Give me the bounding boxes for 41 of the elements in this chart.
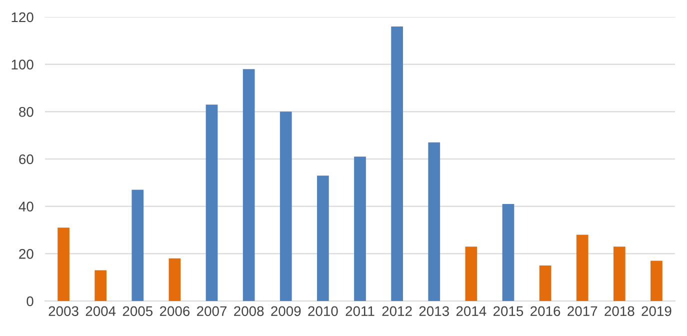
y-tick-label: 100 bbox=[12, 60, 34, 70]
x-tick-label: 2017 bbox=[568, 306, 598, 316]
y-tick-label: 40 bbox=[18, 202, 34, 212]
x-tick-label: 2011 bbox=[346, 306, 374, 316]
y-tick-label: 0 bbox=[26, 296, 34, 306]
bar bbox=[317, 176, 329, 301]
x-tick-label: 2016 bbox=[530, 306, 560, 316]
x-tick-label: 2008 bbox=[234, 306, 264, 316]
x-tick-label: 2004 bbox=[86, 306, 116, 316]
bar bbox=[576, 234, 588, 301]
bar bbox=[280, 112, 292, 301]
bar bbox=[206, 104, 218, 301]
x-tick-label: 2012 bbox=[382, 306, 412, 316]
y-tick-label: 20 bbox=[19, 249, 34, 259]
x-tick-label: 2006 bbox=[160, 306, 190, 316]
bar bbox=[502, 204, 514, 301]
x-tick-label: 2013 bbox=[419, 306, 449, 316]
x-tick-label: 2009 bbox=[271, 306, 301, 316]
bar bbox=[354, 156, 366, 301]
x-tick-label: 2018 bbox=[604, 306, 634, 316]
bar bbox=[428, 142, 440, 301]
bar bbox=[650, 260, 662, 301]
x-tick-label: 2010 bbox=[308, 306, 338, 316]
y-tick-label: 80 bbox=[19, 107, 34, 117]
bar bbox=[465, 246, 478, 301]
bar bbox=[58, 228, 70, 301]
y-tick-label: 120 bbox=[12, 12, 34, 22]
bar bbox=[391, 26, 403, 301]
x-tick-label: 2003 bbox=[48, 306, 78, 316]
bar bbox=[132, 190, 144, 301]
x-tick-label: 2014 bbox=[456, 306, 486, 316]
y-tick-label: 60 bbox=[19, 154, 34, 164]
x-tick-label: 2005 bbox=[122, 306, 153, 316]
bar bbox=[613, 246, 626, 301]
bar bbox=[168, 258, 181, 301]
bar bbox=[539, 266, 552, 301]
x-tick-label: 2007 bbox=[197, 306, 227, 316]
x-tick-label: 2019 bbox=[642, 306, 672, 316]
bar bbox=[94, 270, 107, 301]
x-tick-label: 2015 bbox=[493, 306, 524, 316]
bar bbox=[242, 69, 255, 301]
